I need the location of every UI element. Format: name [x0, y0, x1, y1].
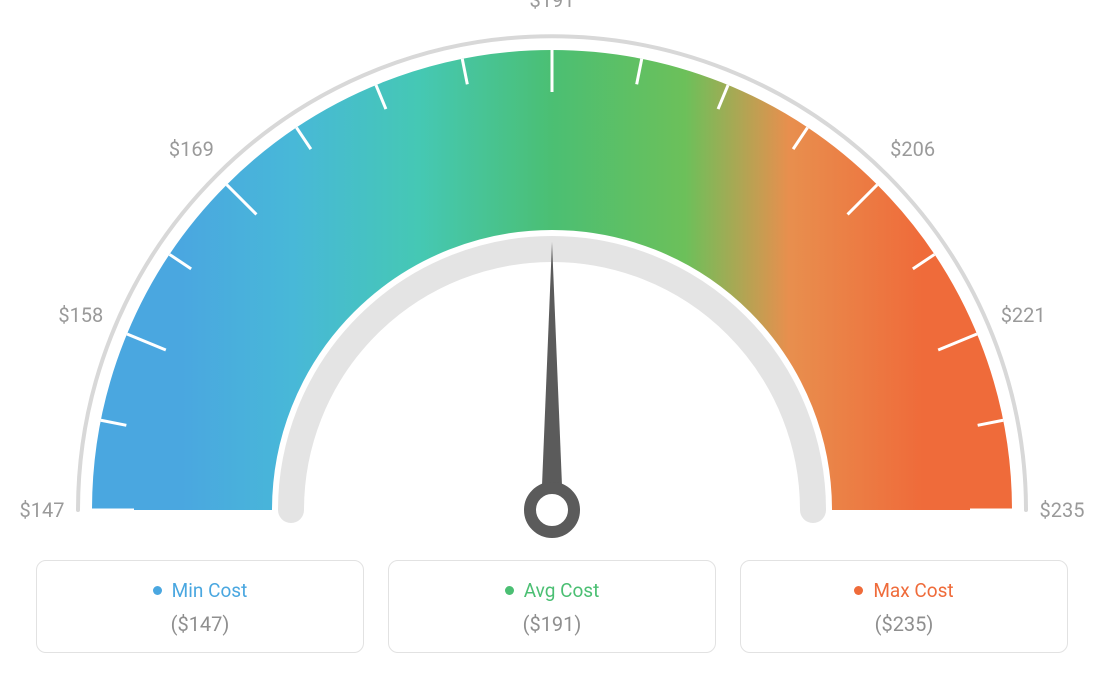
gauge-tick-label: $191	[530, 0, 575, 12]
gauge-tick-label: $235	[1040, 498, 1085, 522]
dot-icon	[854, 586, 863, 595]
min-cost-title: Min Cost	[153, 579, 248, 602]
min-cost-value: ($147)	[57, 612, 343, 636]
avg-cost-label: Avg Cost	[524, 579, 600, 602]
min-cost-card: Min Cost ($147)	[36, 560, 364, 653]
avg-cost-value: ($191)	[409, 612, 695, 636]
max-cost-value: ($235)	[761, 612, 1047, 636]
max-cost-title: Max Cost	[854, 579, 953, 602]
gauge-tick-label: $158	[58, 303, 103, 327]
avg-cost-card: Avg Cost ($191)	[388, 560, 716, 653]
cost-gauge: $147 $158 $169 $191 $206 $221 $235	[0, 0, 1104, 560]
max-cost-label: Max Cost	[873, 579, 953, 602]
min-cost-label: Min Cost	[172, 579, 248, 602]
gauge-tick-label: $206	[890, 137, 935, 161]
dot-icon	[505, 586, 514, 595]
max-cost-card: Max Cost ($235)	[740, 560, 1068, 653]
gauge-tick-label: $147	[20, 498, 65, 522]
gauge-tick-label: $221	[1001, 303, 1046, 327]
dot-icon	[153, 586, 162, 595]
gauge-svg	[0, 0, 1104, 560]
summary-cards: Min Cost ($147) Avg Cost ($191) Max Cost…	[0, 560, 1104, 653]
gauge-tick-label: $169	[169, 137, 214, 161]
avg-cost-title: Avg Cost	[505, 579, 600, 602]
